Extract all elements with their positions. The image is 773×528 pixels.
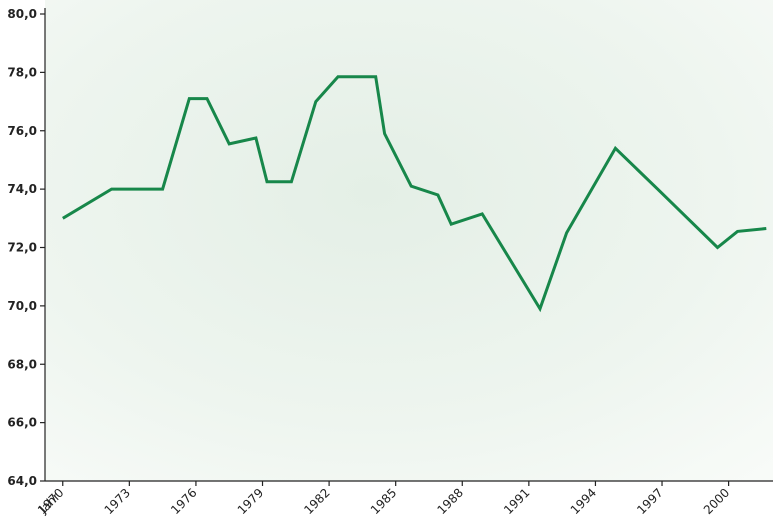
- y-tick-label: 78,0: [7, 65, 37, 79]
- y-tick-label: 80,0: [7, 7, 37, 21]
- y-tick-label: 74,0: [7, 182, 37, 196]
- y-tick-label: 66,0: [7, 416, 37, 430]
- plot-background: [45, 0, 773, 481]
- line: [62, 75, 767, 313]
- y-tick-label: 76,0: [7, 124, 37, 138]
- y-tick-label: 72,0: [7, 241, 37, 255]
- y-tick-label: 64,0: [7, 474, 37, 488]
- y-tick-label: 70,0: [7, 299, 37, 313]
- y-tick-label: 68,0: [7, 357, 37, 371]
